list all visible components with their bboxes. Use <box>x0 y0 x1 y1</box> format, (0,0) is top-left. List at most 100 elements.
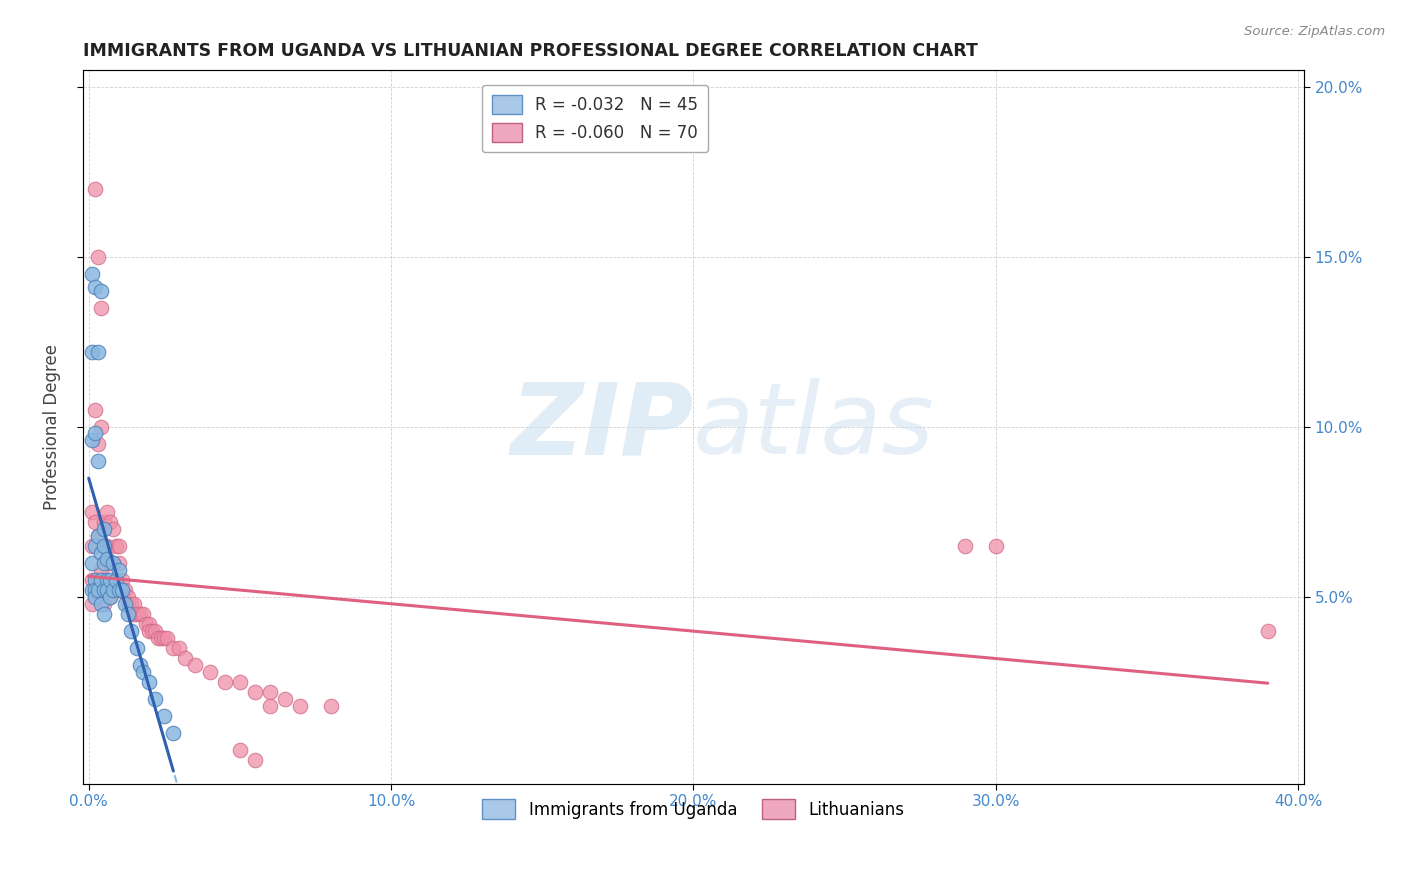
Point <box>98 590 121 604</box>
Point <box>162 725 184 739</box>
Point <box>80 556 103 570</box>
Point <box>955 539 977 553</box>
Point <box>83 426 105 441</box>
Point <box>93 515 115 529</box>
Point <box>1257 624 1279 638</box>
Y-axis label: Professional Degree: Professional Degree <box>44 343 60 509</box>
Text: Source: ZipAtlas.com: Source: ZipAtlas.com <box>1244 25 1385 38</box>
Point <box>104 539 127 553</box>
Point <box>83 402 105 417</box>
Point <box>143 624 166 638</box>
Point <box>87 344 110 359</box>
Point <box>108 562 131 576</box>
Point <box>120 597 142 611</box>
Point <box>183 657 205 672</box>
Point <box>101 556 124 570</box>
Point <box>83 280 105 294</box>
Point <box>96 552 118 566</box>
Point <box>96 539 118 553</box>
Point <box>138 616 160 631</box>
Point <box>114 597 136 611</box>
Point <box>80 597 103 611</box>
Point <box>101 522 124 536</box>
Point <box>174 651 197 665</box>
Point <box>83 582 105 597</box>
Point <box>83 590 105 604</box>
Point <box>156 631 179 645</box>
Point <box>153 708 176 723</box>
Point <box>229 674 252 689</box>
Point <box>143 691 166 706</box>
Point <box>104 573 127 587</box>
Point <box>259 698 281 713</box>
Point <box>148 631 170 645</box>
Point <box>96 582 118 597</box>
Point <box>93 573 115 587</box>
Point <box>87 528 110 542</box>
Point <box>274 691 297 706</box>
Point <box>135 616 157 631</box>
Point <box>117 597 139 611</box>
Point <box>96 582 118 597</box>
Point <box>98 590 121 604</box>
Point <box>104 573 127 587</box>
Point <box>114 582 136 597</box>
Point <box>80 573 103 587</box>
Point <box>90 562 112 576</box>
Text: IMMIGRANTS FROM UGANDA VS LITHUANIAN PROFESSIONAL DEGREE CORRELATION CHART: IMMIGRANTS FROM UGANDA VS LITHUANIAN PRO… <box>83 42 977 60</box>
Point <box>101 582 124 597</box>
Point <box>214 674 236 689</box>
Point <box>98 573 121 587</box>
Point <box>132 665 155 679</box>
Point <box>87 436 110 450</box>
Point <box>122 607 145 621</box>
Point <box>98 515 121 529</box>
Point <box>111 573 134 587</box>
Point <box>90 597 112 611</box>
Point <box>87 573 110 587</box>
Point <box>259 685 281 699</box>
Point <box>93 607 115 621</box>
Point <box>153 631 176 645</box>
Point <box>108 539 131 553</box>
Point <box>83 582 105 597</box>
Point <box>138 624 160 638</box>
Point <box>129 607 152 621</box>
Point <box>93 597 115 611</box>
Point <box>117 607 139 621</box>
Point <box>169 640 191 655</box>
Point <box>87 250 110 264</box>
Point <box>80 505 103 519</box>
Point <box>125 607 148 621</box>
Point <box>93 522 115 536</box>
Point <box>87 528 110 542</box>
Point <box>96 573 118 587</box>
Point <box>83 539 105 553</box>
Point <box>90 545 112 559</box>
Point <box>108 556 131 570</box>
Point <box>101 556 124 570</box>
Point <box>198 665 221 679</box>
Point <box>90 419 112 434</box>
Text: ZIP: ZIP <box>510 378 693 475</box>
Point <box>90 284 112 298</box>
Point <box>984 539 1007 553</box>
Point <box>120 624 142 638</box>
Point <box>150 631 173 645</box>
Point <box>117 590 139 604</box>
Text: atlas: atlas <box>693 378 935 475</box>
Point <box>80 434 103 448</box>
Point <box>93 539 115 553</box>
Point <box>101 582 124 597</box>
Point <box>141 624 163 638</box>
Point <box>93 582 115 597</box>
Point <box>80 267 103 281</box>
Point <box>319 698 342 713</box>
Point <box>93 556 115 570</box>
Point <box>108 582 131 597</box>
Point <box>83 573 105 587</box>
Legend: Immigrants from Uganda, Lithuanians: Immigrants from Uganda, Lithuanians <box>475 793 911 825</box>
Point <box>290 698 312 713</box>
Point <box>90 573 112 587</box>
Point <box>162 640 184 655</box>
